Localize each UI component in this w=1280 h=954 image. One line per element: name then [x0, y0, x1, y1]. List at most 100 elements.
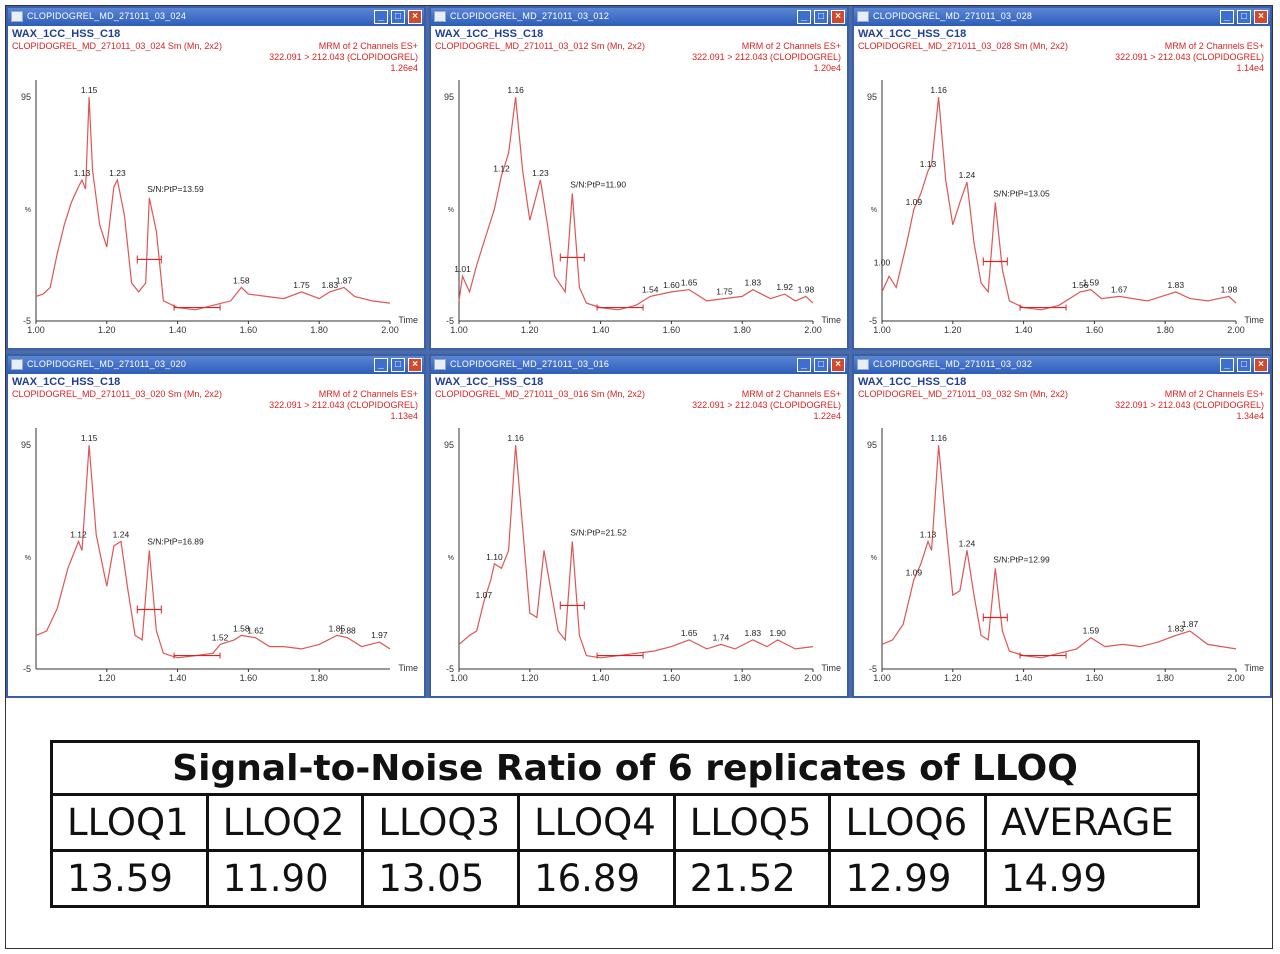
chromatogram-trace [35, 97, 391, 311]
snr-header-cell: LLOQ2 [205, 793, 365, 852]
x-tick-label: 1.20 [521, 673, 539, 683]
window-title: CLOPIDOGREL_MD_271011_03_024 [27, 11, 187, 21]
peak-label: 1.09 [906, 197, 923, 207]
window-titlebar[interactable]: CLOPIDOGREL_MD_271011_03_028 _ □ × [854, 8, 1270, 26]
minimize-button[interactable]: _ [1220, 358, 1234, 372]
peak-label: 1.74 [713, 632, 730, 642]
maximize-button[interactable]: □ [391, 10, 405, 24]
chromatogram-window[interactable]: CLOPIDOGREL_MD_271011_03_032 _ □ × WAX_1CC_H… [852, 354, 1272, 698]
y-tick-label: % [25, 207, 31, 214]
chromatogram-window[interactable]: CLOPIDOGREL_MD_271011_03_020 _ □ × WAX_1CC_H… [6, 354, 426, 698]
maximize-button[interactable]: □ [391, 358, 405, 372]
close-button[interactable]: × [408, 358, 422, 372]
window-titlebar[interactable]: CLOPIDOGREL_MD_271011_03_016 _ □ × [431, 356, 847, 374]
window-app-icon [434, 11, 446, 22]
window-titlebar[interactable]: CLOPIDOGREL_MD_271011_03_032 _ □ × [854, 356, 1270, 374]
peak-label: 1.98 [1221, 284, 1238, 294]
close-button[interactable]: × [1254, 10, 1268, 24]
method-name: WAX_1CC_HSS_C18 [858, 376, 967, 388]
x-tick-label: 1.80 [1156, 325, 1174, 335]
snr-header-cell: LLOQ4 [517, 793, 676, 852]
peak-label: 1.59 [1083, 278, 1100, 288]
x-tick-label: 1.60 [240, 673, 258, 683]
x-tick-label: 1.40 [169, 325, 187, 335]
transition-label: 322.091 > 212.043 (CLOPIDOGREL) [1115, 400, 1264, 410]
snr-header-cell: LLOQ6 [828, 793, 988, 852]
snr-value-cell: 16.89 [517, 849, 676, 908]
peak-label: 1.12 [70, 529, 87, 539]
window-app-icon [434, 359, 446, 370]
maximize-button[interactable]: □ [1237, 358, 1251, 372]
chromatogram-window[interactable]: CLOPIDOGREL_MD_271011_03_028 _ □ × WAX_1CC_H… [852, 6, 1272, 350]
x-axis-label: Time [398, 663, 418, 673]
snr-header-cell: LLOQ3 [361, 793, 521, 852]
x-tick-label: 2.00 [1227, 673, 1245, 683]
x-tick-label: 1.00 [873, 673, 891, 683]
peak-label: 1.24 [959, 538, 976, 548]
x-tick-label: 1.60 [1086, 673, 1104, 683]
window-titlebar[interactable]: CLOPIDOGREL_MD_271011_03_020 _ □ × [8, 356, 424, 374]
x-tick-label: 1.20 [521, 325, 539, 335]
maximize-button[interactable]: □ [1237, 10, 1251, 24]
peak-label: 1.16 [930, 85, 947, 95]
y-tick-label: -5 [23, 316, 31, 326]
peak-label: 1.83 [745, 278, 762, 288]
peak-label: 1.52 [212, 632, 229, 642]
y-tick-label: % [448, 555, 454, 562]
x-tick-label: 1.80 [733, 325, 751, 335]
peak-label: 1.83 [745, 628, 762, 638]
intensity-max: 1.14e4 [1236, 63, 1264, 73]
sample-name: CLOPIDOGREL_MD_271011_03_028 Sm (Mn, 2x2… [858, 41, 1068, 51]
peak-label: 1.59 [1083, 626, 1100, 636]
close-button[interactable]: × [831, 358, 845, 372]
chromatogram-window[interactable]: CLOPIDOGREL_MD_271011_03_016 _ □ × WAX_1CC_H… [429, 354, 849, 698]
peak-label: 1.65 [681, 278, 698, 288]
x-tick-label: 1.60 [240, 325, 258, 335]
y-tick-label: % [25, 555, 31, 562]
x-tick-label: 2.00 [804, 673, 822, 683]
snr-table-title: Signal-to-Noise Ratio of 6 replicates of… [50, 740, 1200, 796]
peak-label: 1.13 [74, 168, 91, 178]
y-tick-label: -5 [869, 316, 877, 326]
chromatogram-window[interactable]: CLOPIDOGREL_MD_271011_03_024 _ □ × WAX_1CC_H… [6, 6, 426, 350]
transition-label: 322.091 > 212.043 (CLOPIDOGREL) [1115, 52, 1264, 62]
close-button[interactable]: × [831, 10, 845, 24]
window-title: CLOPIDOGREL_MD_271011_03_032 [873, 359, 1033, 369]
close-button[interactable]: × [408, 10, 422, 24]
minimize-button[interactable]: _ [374, 10, 388, 24]
peak-label: 1.65 [681, 628, 698, 638]
window-title: CLOPIDOGREL_MD_271011_03_012 [450, 11, 610, 21]
peak-label: 1.97 [371, 630, 388, 640]
transition-label: 322.091 > 212.043 (CLOPIDOGREL) [692, 400, 841, 410]
snr-header-cell: LLOQ1 [50, 793, 209, 852]
maximize-button[interactable]: □ [814, 10, 828, 24]
peak-label: 1.92 [776, 282, 793, 292]
mrm-channels: MRM of 2 Channels ES+ [318, 389, 418, 399]
peak-label: 1.60 [663, 280, 680, 290]
minimize-button[interactable]: _ [1220, 10, 1234, 24]
minimize-button[interactable]: _ [797, 358, 811, 372]
sn-label: S/N:PtP=11.90 [570, 179, 626, 189]
window-titlebar[interactable]: CLOPIDOGREL_MD_271011_03_024 _ □ × [8, 8, 424, 26]
peak-label: 1.07 [476, 590, 493, 600]
chromatogram-window[interactable]: CLOPIDOGREL_MD_271011_03_012 _ □ × WAX_1CC_H… [429, 6, 849, 350]
window-titlebar[interactable]: CLOPIDOGREL_MD_271011_03_012 _ □ × [431, 8, 847, 26]
x-tick-label: 1.80 [1156, 673, 1174, 683]
x-axis-label: Time [821, 663, 841, 673]
minimize-button[interactable]: _ [797, 10, 811, 24]
peak-label: 1.24 [113, 529, 130, 539]
peak-label: 1.16 [930, 433, 947, 443]
minimize-button[interactable]: _ [374, 358, 388, 372]
peak-label: 1.75 [716, 287, 733, 297]
peak-label: 1.87 [336, 275, 353, 285]
intensity-max: 1.13e4 [390, 411, 418, 421]
y-tick-label: -5 [869, 664, 877, 674]
y-tick-label: % [448, 207, 454, 214]
maximize-button[interactable]: □ [814, 358, 828, 372]
y-tick-label: 95 [444, 440, 454, 450]
close-button[interactable]: × [1254, 358, 1268, 372]
peak-label: 1.58 [233, 275, 250, 285]
peak-label: 1.67 [1111, 284, 1128, 294]
mrm-channels: MRM of 2 Channels ES+ [1164, 41, 1264, 51]
